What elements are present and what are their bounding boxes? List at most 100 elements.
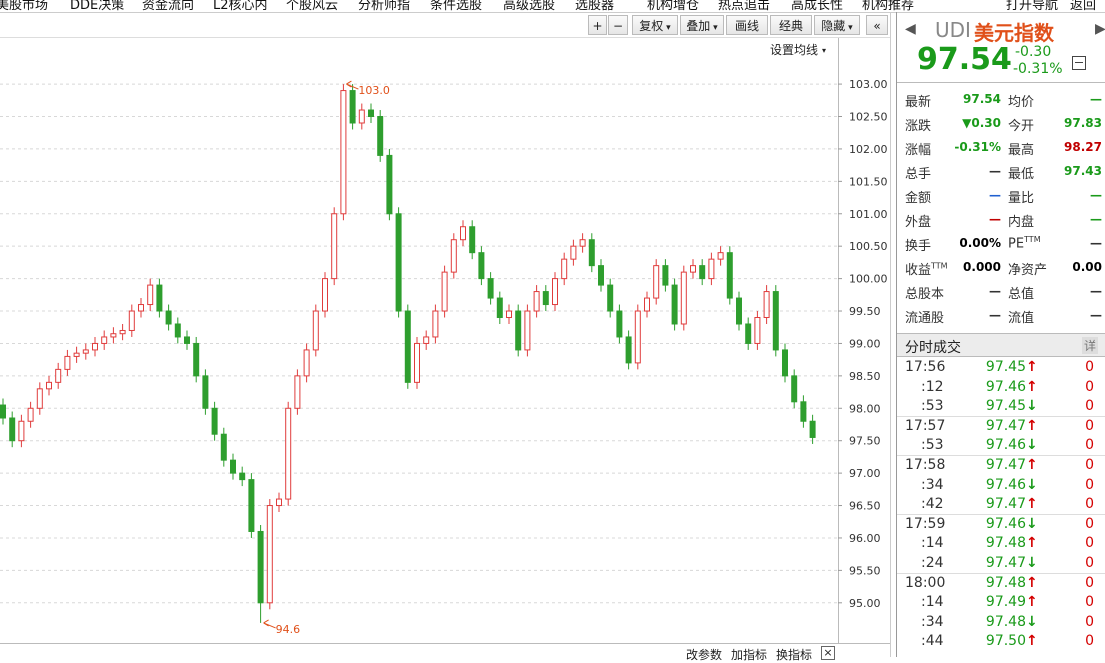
menu-item[interactable]: 机构推荐 [862, 0, 915, 13]
label-text: 均价 [1008, 95, 1035, 110]
toolbar-button[interactable]: 叠加 [680, 15, 724, 35]
candle-body [211, 407, 218, 435]
menu-item[interactable]: 打开导航 [1006, 0, 1059, 13]
candle-body [276, 498, 282, 507]
detail-button[interactable]: 详 [1082, 337, 1099, 354]
menu-item[interactable]: 资金流向 [142, 0, 195, 13]
trade-price: 97.46 [985, 515, 1026, 532]
prev-arrow[interactable]: ◀ [905, 21, 916, 37]
last-price: 97.54 [917, 42, 1012, 77]
field-label: 总手 [905, 163, 931, 182]
trade-dir: ↓ [1026, 555, 1038, 571]
field-label: PETTM [1008, 235, 1041, 251]
candle-body [294, 375, 301, 409]
candle-body [119, 329, 126, 335]
trade-price: 97.46 [985, 378, 1026, 395]
annotation-arrow [346, 80, 359, 90]
field-value: — [1090, 284, 1102, 298]
candle-body [726, 252, 733, 299]
label-text: PE [1008, 236, 1025, 252]
y-tick-label: 97.00 [849, 467, 881, 480]
divider [897, 82, 1105, 83]
indicator-button[interactable]: 加指标 [731, 648, 768, 662]
toolbar-button[interactable]: − [608, 15, 628, 35]
menu-item[interactable]: 选股器 [575, 0, 615, 13]
menu-item[interactable]: 机构增仓 [647, 0, 700, 13]
candle-body [653, 265, 660, 299]
trade-vol: 0 [1085, 496, 1094, 513]
field-label: 均价 [1008, 91, 1034, 110]
trades-title: 分时成交 [905, 340, 961, 356]
menu-item[interactable]: 返回 [1070, 0, 1097, 13]
menu-item[interactable]: 分析师指 [358, 0, 411, 13]
candle-body [736, 297, 742, 325]
candle-body [165, 310, 172, 325]
candle-body [782, 349, 788, 377]
ma-setting[interactable]: 设置均线 [770, 43, 818, 57]
candle-body [441, 271, 448, 312]
toolbar-button[interactable]: 经典 [770, 15, 812, 35]
y-tick-label: 100.00 [849, 273, 888, 286]
candle-body [230, 459, 236, 474]
candle-body [579, 239, 586, 247]
symbol-name: 美元指数 [974, 21, 1054, 45]
y-tick-label: 101.00 [849, 208, 888, 221]
indicator-button[interactable]: 改参数 [686, 648, 723, 662]
trade-price: 97.48 [985, 613, 1026, 630]
candle-body [82, 349, 89, 354]
trade-dir: ↑ [1026, 417, 1038, 434]
candle-body [340, 90, 347, 215]
candle-body [662, 265, 669, 286]
menu-item[interactable]: 个股风云 [286, 0, 339, 13]
menu-item[interactable]: 高级选股 [503, 0, 556, 13]
candle-body [450, 239, 457, 273]
y-tick-label: 100.50 [849, 240, 888, 253]
field-label: 最新 [905, 91, 931, 110]
menu-item[interactable]: 高成长性 [791, 0, 844, 13]
toolbar-button[interactable]: « [866, 15, 888, 35]
trade-price: 97.48 [985, 574, 1026, 591]
field-label: 换手 [905, 235, 931, 254]
candle-body [0, 404, 6, 419]
menu-item[interactable]: 热点追击 [718, 0, 771, 13]
toolbar-button[interactable]: 复权 [632, 15, 678, 35]
indicator-button[interactable]: × [821, 646, 835, 660]
trade-time: 17:58 [905, 457, 946, 473]
label-text: 总值 [1008, 287, 1035, 302]
menu-item[interactable]: 美股市场 [0, 0, 49, 13]
indicator-button[interactable]: 换指标 [776, 648, 813, 662]
trade-time: :53 [921, 398, 944, 415]
candle-body [358, 109, 365, 124]
toolbar-button[interactable]: + [588, 15, 607, 35]
candle-body [542, 291, 549, 306]
label-text: 最低 [1008, 167, 1035, 182]
trade-vol: 0 [1085, 437, 1094, 454]
y-tick-label: 97.50 [849, 435, 881, 448]
annotation: 94.6 [276, 623, 301, 636]
label-text: 金额 [905, 191, 932, 206]
toolbar-button[interactable]: 画线 [726, 15, 768, 35]
field-value: 97.83 [1064, 116, 1102, 130]
candle-body [745, 323, 752, 344]
trade-vol: 0 [1085, 398, 1094, 415]
toolbar-button[interactable]: 隐藏 [814, 15, 860, 35]
trade-dir: ↑ [1026, 535, 1038, 552]
collapse-button[interactable] [1072, 56, 1086, 70]
trade-vol: 0 [1085, 594, 1094, 611]
candle-body [570, 245, 577, 260]
candle-body [257, 530, 264, 604]
menu-item[interactable]: DDE决策 [70, 0, 125, 13]
field-value: 0.000 [963, 260, 1001, 274]
field-value: 98.27 [1064, 140, 1102, 154]
menu-item[interactable]: L2核心内 [213, 0, 268, 13]
trade-vol: 0 [1085, 515, 1094, 532]
field-label: 最高 [1008, 139, 1034, 158]
candle-body [607, 284, 614, 312]
trade-time: 17:57 [905, 417, 946, 434]
label-sup: TTM [931, 261, 948, 271]
trade-price: 97.45 [985, 359, 1026, 375]
label-text: 总手 [905, 167, 932, 182]
menu-item[interactable]: 条件选股 [430, 0, 483, 13]
next-arrow[interactable]: ▶ [1095, 21, 1105, 37]
